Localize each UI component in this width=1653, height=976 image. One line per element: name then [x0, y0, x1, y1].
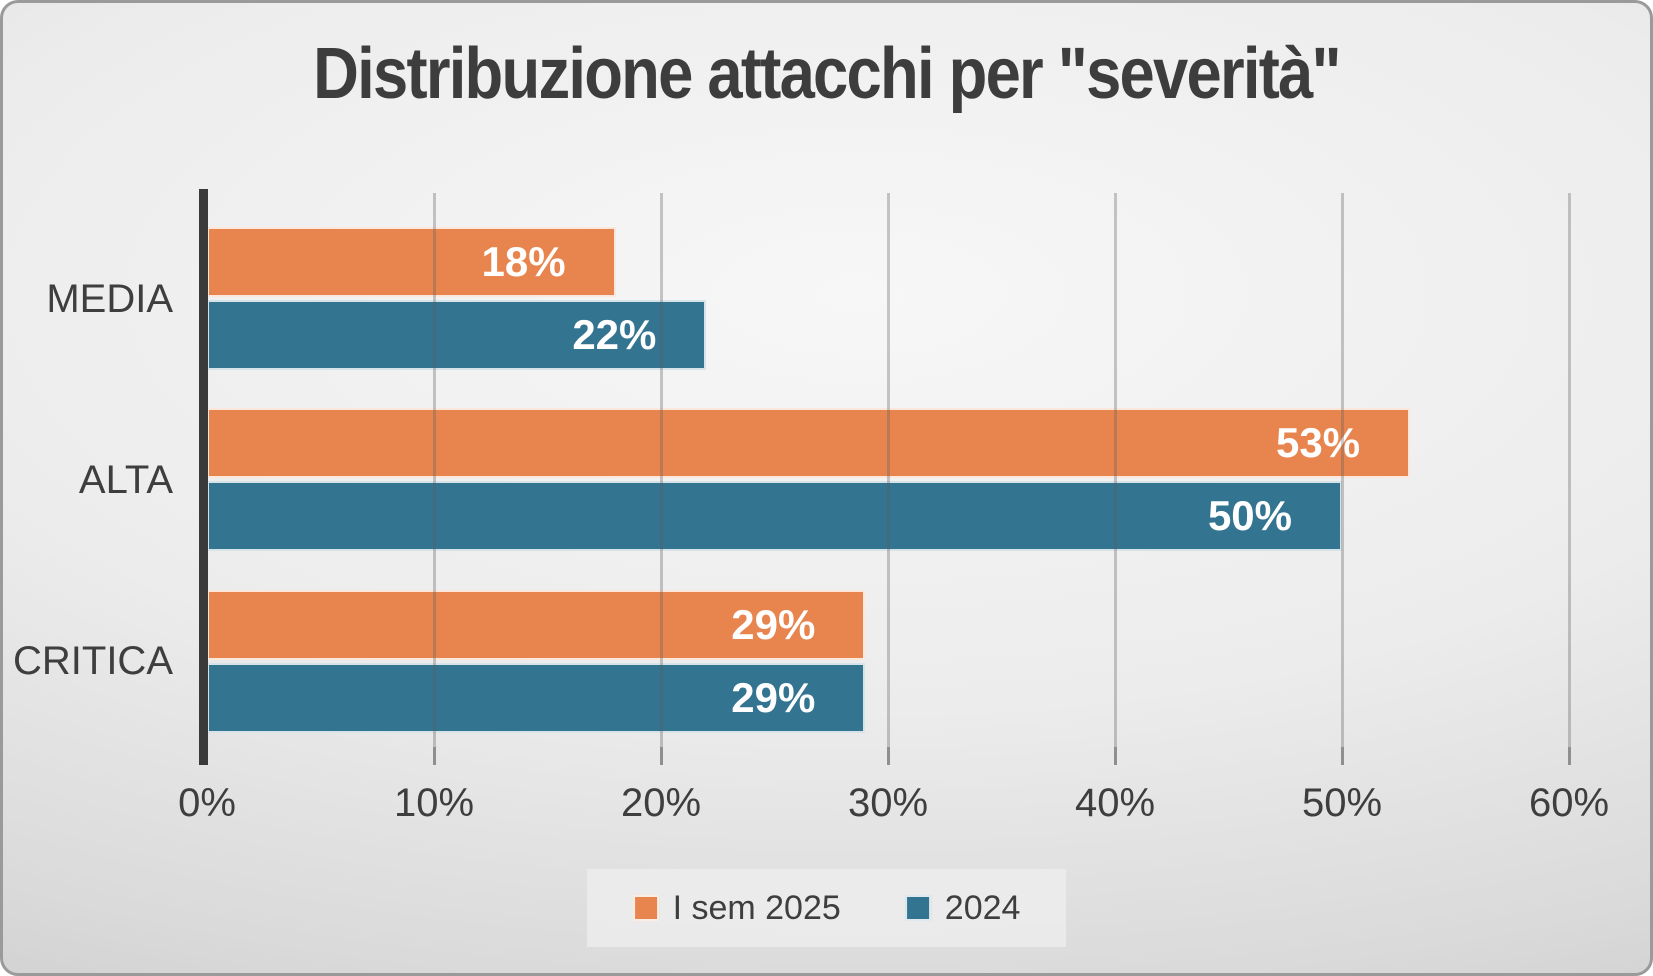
category-label-critica: CRITICA [13, 639, 173, 684]
bar-critica-series1: 29% [207, 589, 866, 660]
chart-title: Distribuzione attacchi per "severità" [313, 34, 1341, 114]
x-axis-tick-label: 20% [620, 781, 702, 825]
legend-label: 2024 [944, 888, 1021, 927]
gridline [660, 193, 663, 747]
legend-swatch [904, 895, 931, 921]
bar-value-label: 22% [572, 311, 657, 358]
axis-tick [1114, 747, 1117, 765]
x-axis-tick-label: 40% [1074, 781, 1156, 825]
bar-media-series1: 18% [207, 227, 616, 297]
category-label-alta: ALTA [78, 457, 173, 502]
bar-value-label: 50% [1207, 492, 1292, 540]
axis-tick [660, 747, 663, 765]
legend: I sem 2025 2024 [586, 869, 1067, 947]
legend-item-series2: 2024 [904, 888, 1021, 928]
bar-alta-series1: 53% [207, 408, 1411, 479]
gridline [1568, 193, 1571, 747]
axis-tick [1341, 747, 1344, 765]
legend-swatch [632, 895, 659, 921]
x-axis-tick-label: 30% [847, 781, 929, 825]
axis-tick [1568, 747, 1571, 765]
gridline [887, 193, 890, 747]
category-label-media: MEDIA [46, 276, 173, 321]
y-axis-line [199, 189, 208, 765]
legend-item-series1: I sem 2025 [632, 888, 841, 928]
x-axis-tick-label: 0% [178, 781, 236, 825]
x-axis-tick-label: 10% [393, 781, 475, 825]
x-axis-tick-label: 50% [1301, 781, 1383, 825]
bar-value-label: 53% [1276, 419, 1361, 467]
gridline [1341, 193, 1344, 747]
bar-value-label: 29% [731, 600, 816, 648]
bar-media-series2: 22% [207, 300, 707, 370]
bar-alta-series2: 50% [207, 481, 1342, 552]
gridline [433, 193, 436, 747]
bar-value-label: 18% [481, 238, 566, 285]
bar-critica-series2: 29% [207, 662, 866, 733]
x-axis-tick-label: 60% [1528, 781, 1610, 825]
axis-tick [887, 747, 890, 765]
legend-label: I sem 2025 [672, 888, 841, 927]
axis-tick [433, 747, 436, 765]
bar-value-label: 29% [731, 673, 816, 721]
gridline [1114, 193, 1117, 747]
